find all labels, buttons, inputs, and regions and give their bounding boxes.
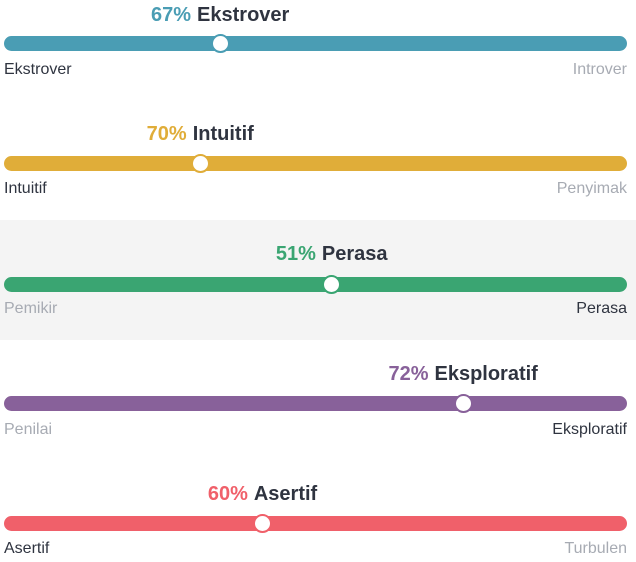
trait-name: Ekstrover	[197, 4, 290, 26]
trait-row-eksploratif: 72% Eksploratif Penilai Eksploratif	[0, 340, 636, 460]
trait-row-perasa: 51% Perasa Pemikir Perasa	[0, 220, 636, 340]
trait-heading: 51% Perasa	[276, 240, 388, 268]
trait-percent: 60%	[207, 483, 248, 505]
trait-right-label: Penyimak	[556, 180, 627, 197]
trait-left-label: Penilai	[4, 421, 53, 438]
trait-left-label: Pemikir	[4, 300, 58, 317]
trait-slider-knob[interactable]	[253, 514, 273, 533]
trait-row-ekstrover: 67% Ekstrover Ekstrover Introver	[0, 0, 636, 120]
trait-heading: 72% Eksploratif	[388, 360, 537, 388]
trait-right-label: Eksploratif	[552, 421, 627, 438]
trait-heading: 67% Ekstrover	[151, 1, 289, 29]
trait-right-label: Introver	[572, 61, 627, 78]
trait-slider-knob[interactable]	[210, 34, 230, 53]
trait-name: Eksploratif	[434, 363, 538, 385]
trait-heading: 60% Asertif	[208, 480, 317, 508]
trait-slider-track[interactable]	[4, 154, 627, 173]
trait-name: Intuitif	[192, 123, 254, 145]
trait-slider-knob[interactable]	[453, 394, 473, 413]
trait-slider-track[interactable]	[4, 275, 627, 294]
trait-percent: 51%	[275, 243, 316, 265]
trait-row-asertif: 60% Asertif Asertif Turbulen	[0, 460, 636, 562]
trait-slider-knob[interactable]	[322, 275, 342, 294]
trait-percent: 70%	[146, 123, 187, 145]
trait-heading: 70% Intuitif	[147, 120, 254, 148]
trait-percent: 72%	[388, 363, 429, 385]
trait-slider-knob[interactable]	[190, 154, 210, 173]
trait-percent: 67%	[151, 4, 192, 26]
trait-slider-track[interactable]	[4, 394, 627, 413]
trait-name: Perasa	[321, 243, 388, 265]
trait-slider-track[interactable]	[4, 514, 627, 533]
trait-left-label: Ekstrover	[4, 61, 72, 78]
trait-row-intuitif: 70% Intuitif Intuitif Penyimak	[0, 120, 636, 240]
trait-name: Asertif	[253, 483, 318, 505]
trait-slider-track[interactable]	[4, 34, 627, 53]
trait-left-label: Intuitif	[4, 180, 47, 197]
trait-right-label: Turbulen	[564, 540, 627, 557]
trait-right-label: Perasa	[576, 300, 627, 317]
trait-left-label: Asertif	[4, 540, 50, 557]
